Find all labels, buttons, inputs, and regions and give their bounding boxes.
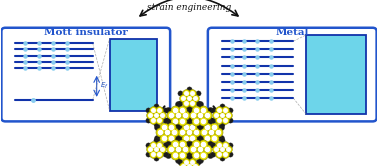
Bar — [110, 39, 157, 111]
Text: Mott insulator: Mott insulator — [44, 28, 128, 37]
FancyBboxPatch shape — [2, 28, 170, 121]
Ellipse shape — [165, 112, 217, 148]
Bar — [306, 35, 366, 114]
Text: strain engineering: strain engineering — [147, 3, 231, 12]
Text: $E_f$: $E_f$ — [100, 81, 108, 91]
Text: Metal: Metal — [276, 28, 309, 37]
FancyBboxPatch shape — [208, 28, 376, 121]
